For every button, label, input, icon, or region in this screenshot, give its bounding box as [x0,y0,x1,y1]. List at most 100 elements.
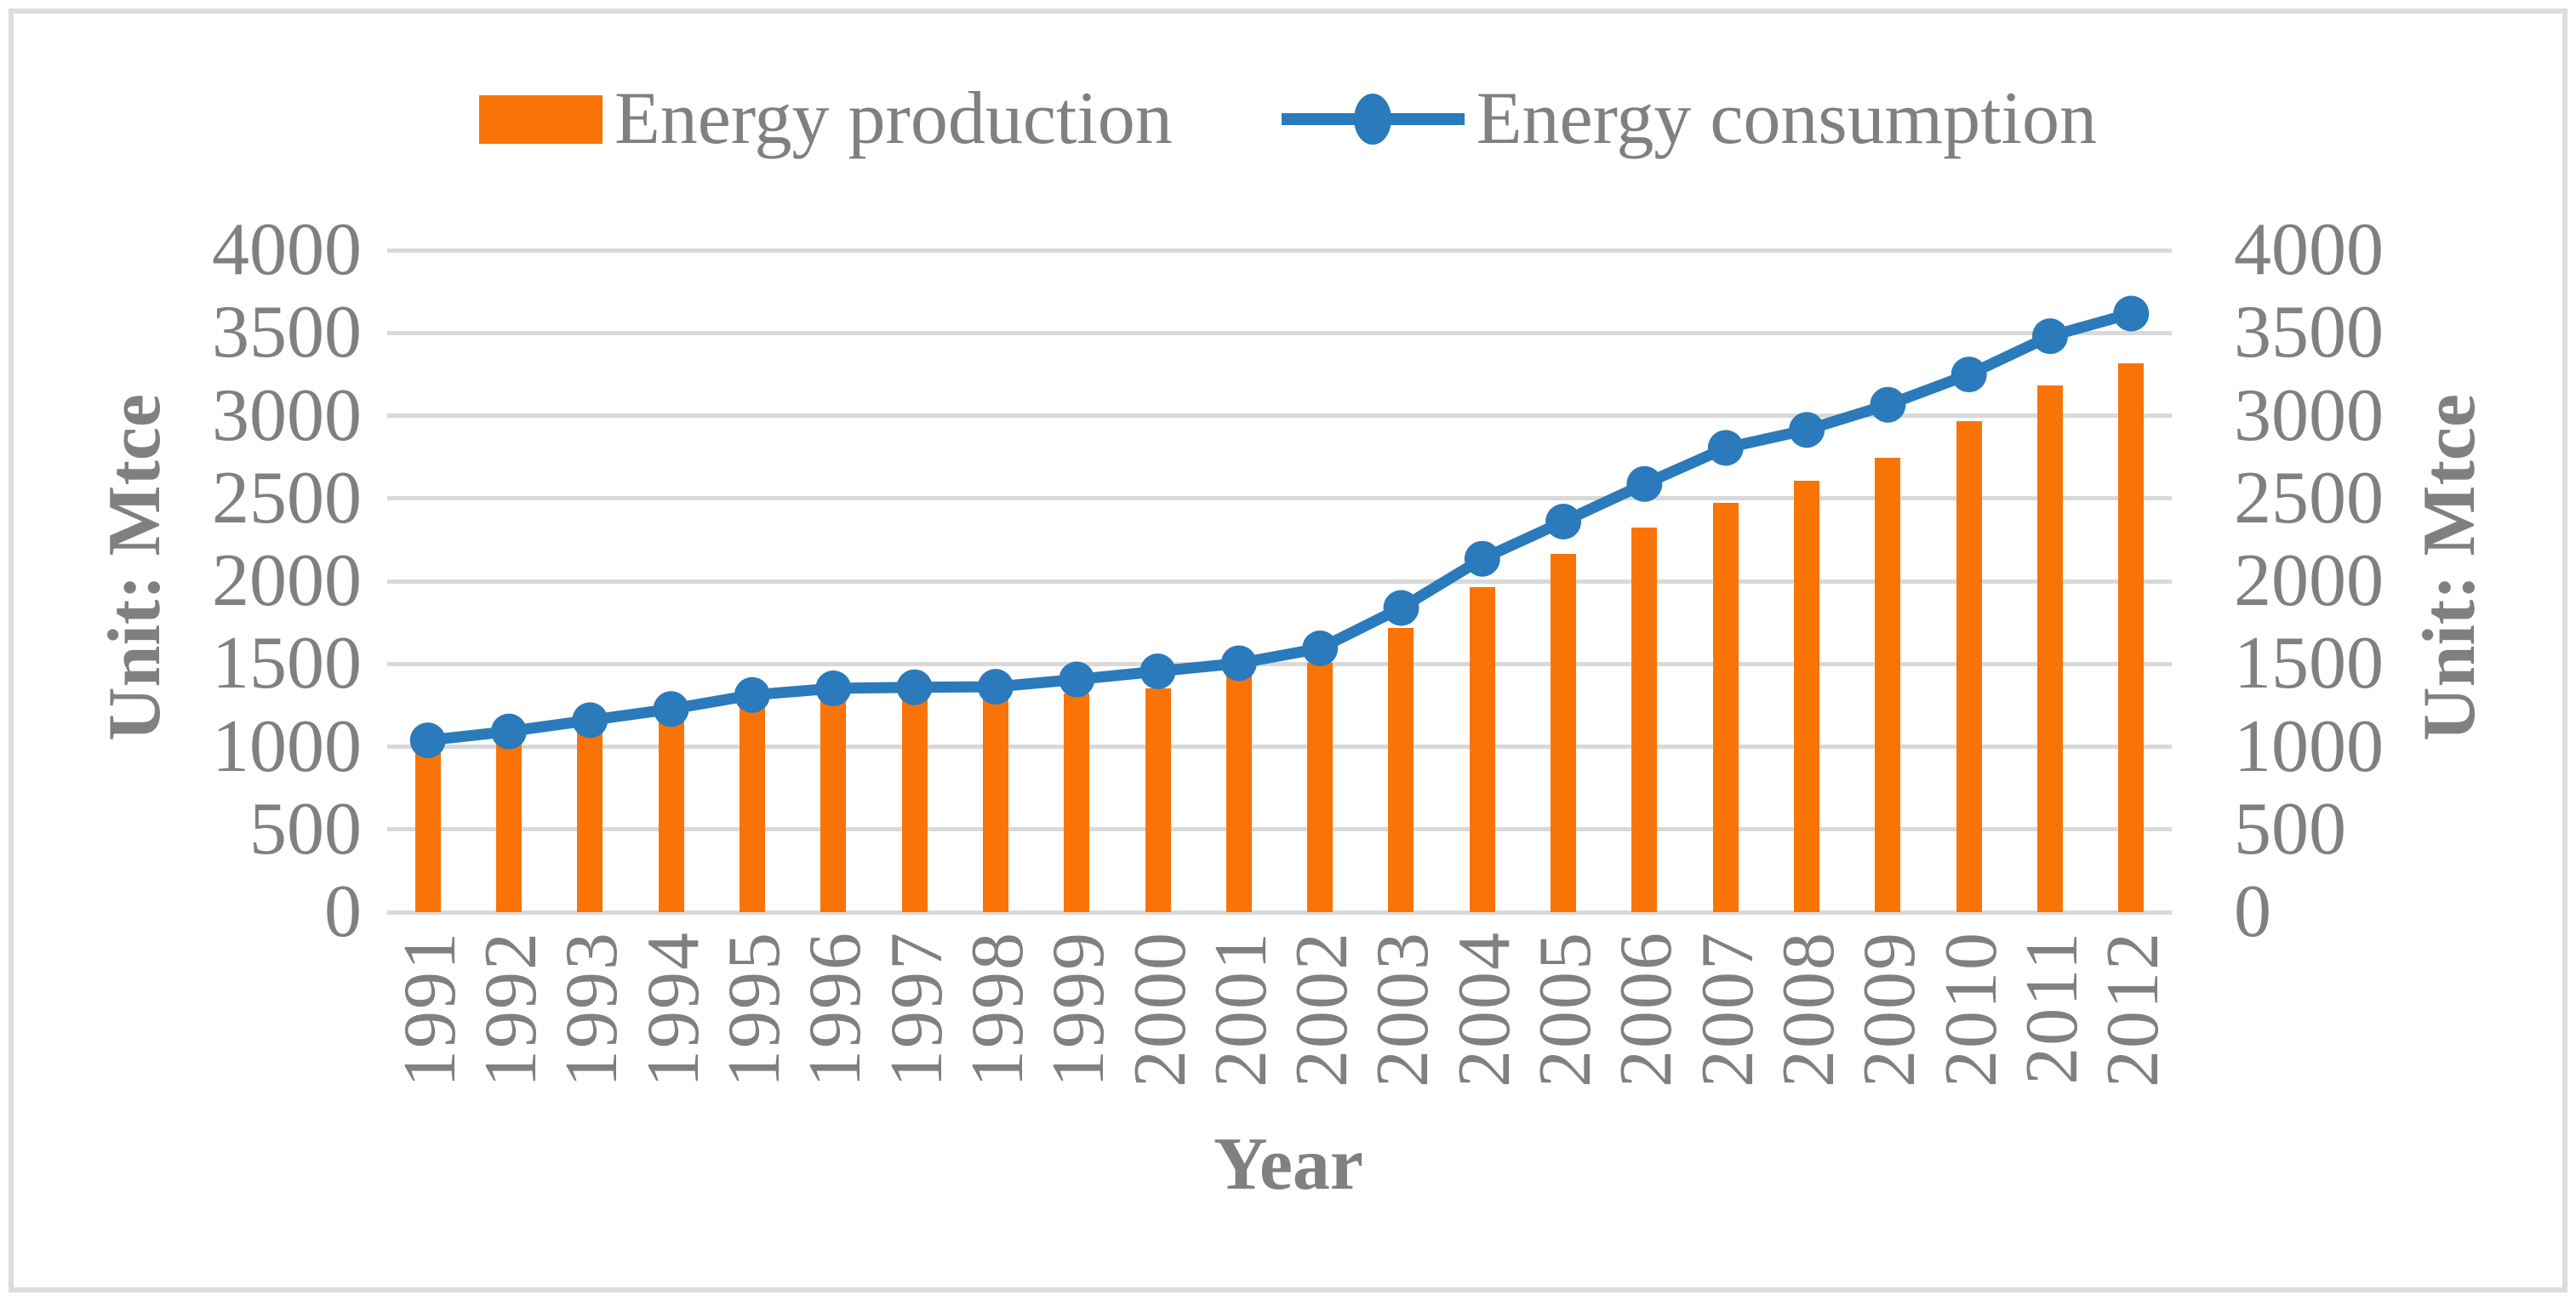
consumption-point-2002 [1302,631,1339,666]
x-tick-label-2000: 2000 [1118,931,1202,1087]
legend-entry-production: Energy production [479,78,1173,160]
y-tick-label-left-500: 500 [249,787,362,870]
production-bar-1995 [739,699,765,912]
production-bar-2009 [1875,457,1901,912]
y-axis-title-left: Unit: Mtce [94,394,176,742]
consumption-point-1999 [1059,661,1095,698]
consumption-point-1993 [572,702,608,739]
figure-border [9,9,2567,1292]
x-tick-label-2002: 2002 [1281,931,1364,1087]
production-bar-2012 [2118,362,2145,912]
gridline-3000 [387,414,2172,418]
production-bar-2008 [1794,481,1820,912]
consumption-point-2003 [1383,590,1419,626]
gridline-1000 [387,745,2172,749]
consumption-point-2011 [2032,318,2068,355]
x-tick-label-2003: 2003 [1362,931,1445,1087]
y-tick-label-right-4000: 4000 [2234,208,2384,291]
x-tick-label-2007: 2007 [1686,931,1769,1087]
consumption-point-1997 [896,669,933,705]
y-tick-label-right-500: 500 [2234,787,2346,870]
y-tick-label-right-3500: 3500 [2234,291,2384,374]
y-tick-label-left-3500: 3500 [212,291,362,374]
gridline-3500 [387,330,2172,335]
consumption-point-2010 [1951,357,1987,393]
consumption-point-1992 [491,713,527,750]
gridline-4000 [387,248,2172,253]
consumption-point-1995 [734,676,770,713]
production-bar-1991 [414,739,441,912]
consumption-point-2004 [1464,540,1500,577]
x-tick-label-2011: 2011 [2011,931,2094,1085]
production-bar-1997 [901,691,928,912]
y-tick-label-right-3000: 3000 [2234,374,2384,457]
consumption-point-2009 [1870,386,1906,423]
x-tick-label-1993: 1993 [551,931,634,1087]
y-tick-label-right-0: 0 [2234,870,2271,953]
legend: Energy production Energy consumption [0,78,2576,160]
gridline-500 [387,827,2172,832]
x-axis-title: Year [1214,1123,1363,1206]
production-bar-2011 [2037,385,2064,912]
x-tick-label-1999: 1999 [1037,931,1121,1087]
y-tick-label-right-2000: 2000 [2234,539,2384,622]
production-bar-1996 [820,692,847,912]
plot-area [387,248,2172,915]
x-tick-label-1997: 1997 [875,931,958,1087]
x-tick-label-1992: 1992 [469,931,552,1087]
x-tick-label-1995: 1995 [712,931,796,1087]
x-tick-label-2012: 2012 [2092,931,2175,1087]
consumption-point-1994 [653,691,689,728]
production-bar-2003 [1388,627,1414,912]
production-bar-1998 [982,697,1008,912]
consumption-point-1991 [409,722,446,759]
production-bar-2001 [1225,674,1252,912]
y-tick-label-right-1000: 1000 [2234,705,2384,788]
production-bar-1992 [495,734,522,912]
production-bar-2007 [1712,503,1739,912]
legend-consumption-label: Energy consumption [1476,77,2097,160]
consumption-point-2012 [2113,295,2150,332]
x-tick-label-2004: 2004 [1442,931,1526,1087]
production-bar-2006 [1631,528,1658,912]
consumption-point-2008 [1789,412,1825,448]
y-tick-label-left-1500: 1500 [212,622,362,705]
consumption-point-1998 [977,669,1014,705]
consumption-point-2005 [1545,504,1582,539]
x-tick-label-1991: 1991 [388,931,471,1087]
legend-production-label: Energy production [614,77,1173,160]
consumption-line-layer [409,295,2150,759]
gridline-2000 [387,579,2172,584]
production-bar-1994 [658,716,684,912]
legend-entry-consumption: Energy consumption [1281,77,2097,160]
y-tick-label-left-1000: 1000 [212,705,362,788]
y-tick-label-left-2500: 2500 [212,456,362,539]
y-tick-label-left-2000: 2000 [212,539,362,622]
x-tick-label-2005: 2005 [1524,931,1608,1087]
gridline-0 [387,910,2172,915]
x-tick-label-2010: 2010 [1929,931,2013,1087]
gridline-2500 [387,496,2172,501]
y-tick-label-left-0: 0 [324,870,362,953]
x-tick-label-1998: 1998 [956,931,1039,1087]
production-swatch-icon [479,94,603,144]
consumption-point-2001 [1220,645,1257,682]
production-bar-2004 [1469,586,1495,912]
y-tick-label-right-2500: 2500 [2234,456,2384,539]
x-tick-label-2006: 2006 [1605,931,1688,1087]
production-bar-2010 [1956,420,1982,912]
y-axis-title-right: Unit: Mtce [2408,394,2491,742]
x-tick-label-2001: 2001 [1199,931,1282,1087]
production-bar-2005 [1551,554,1577,912]
y-tick-label-left-4000: 4000 [212,208,362,291]
consumption-point-2007 [1707,430,1744,466]
consumption-line-marker-icon [1281,94,1465,145]
y-tick-label-left-3000: 3000 [212,374,362,457]
consumption-point-2000 [1139,653,1176,689]
consumption-line [426,308,2133,746]
x-tick-label-1994: 1994 [631,931,715,1087]
x-tick-label-2009: 2009 [1848,931,1932,1087]
consumption-point-1996 [815,670,852,706]
gridline-1500 [387,661,2172,666]
